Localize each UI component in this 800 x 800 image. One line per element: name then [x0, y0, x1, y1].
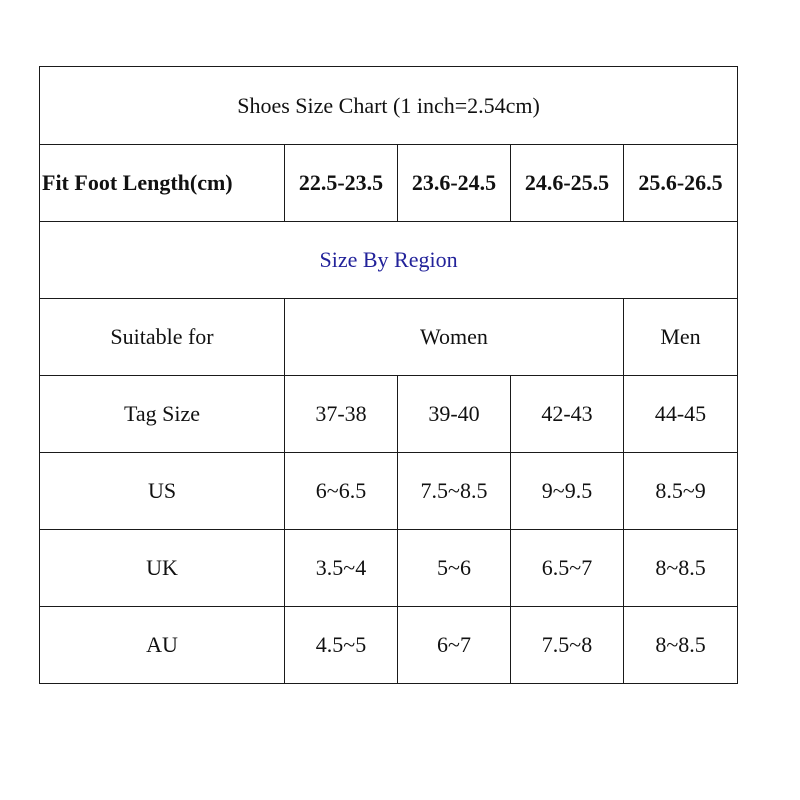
foot-length-value: 25.6-26.5 [622, 144, 739, 222]
table-cell: 6~6.5 [284, 452, 398, 530]
table-cell: 8~8.5 [622, 606, 739, 684]
table-cell: 5~6 [397, 529, 511, 607]
chart-title: Shoes Size Chart (1 inch=2.54cm) [38, 66, 739, 145]
table-cell: 7.5~8.5 [397, 452, 511, 530]
foot-length-value: 23.6-24.5 [397, 144, 511, 222]
row-label: AU [39, 606, 285, 684]
table-cell: 44-45 [622, 375, 739, 453]
region-heading-row: Size By Region [38, 221, 739, 299]
table-row-us: US 6~6.5 7.5~8.5 9~9.5 8.5~9 [39, 452, 739, 530]
suitable-for-label: Suitable for [39, 298, 285, 376]
men-header: Men [622, 298, 739, 376]
foot-length-value: 22.5-23.5 [284, 144, 398, 222]
row-label: US [39, 452, 285, 530]
table-cell: 6.5~7 [510, 529, 624, 607]
table-cell: 4.5~5 [284, 606, 398, 684]
row-label: Tag Size [39, 375, 285, 453]
table-cell: 6~7 [397, 606, 511, 684]
women-header: Women [284, 298, 624, 376]
suitable-for-row: Suitable for Women Men [39, 298, 739, 376]
table-row-tag-size: Tag Size 37-38 39-40 42-43 44-45 [39, 375, 739, 453]
foot-length-label: Fit Foot Length(cm) [39, 144, 285, 222]
table-row-uk: UK 3.5~4 5~6 6.5~7 8~8.5 [39, 529, 739, 607]
title-row: Shoes Size Chart (1 inch=2.54cm) [38, 66, 739, 145]
table-cell: 8~8.5 [622, 529, 739, 607]
table-cell: 39-40 [397, 375, 511, 453]
table-cell: 42-43 [510, 375, 624, 453]
table-row-au: AU 4.5~5 6~7 7.5~8 8~8.5 [39, 606, 739, 684]
table-cell: 8.5~9 [622, 452, 739, 530]
table-cell: 3.5~4 [284, 529, 398, 607]
foot-length-row: Fit Foot Length(cm) 22.5-23.5 23.6-24.5 … [39, 144, 739, 222]
table-cell: 9~9.5 [510, 452, 624, 530]
table-cell: 37-38 [284, 375, 398, 453]
foot-length-value: 24.6-25.5 [510, 144, 624, 222]
row-label: UK [39, 529, 285, 607]
region-heading: Size By Region [38, 221, 739, 299]
table-cell: 7.5~8 [510, 606, 624, 684]
shoe-size-chart-table: Shoes Size Chart (1 inch=2.54cm) Fit Foo… [38, 66, 739, 684]
